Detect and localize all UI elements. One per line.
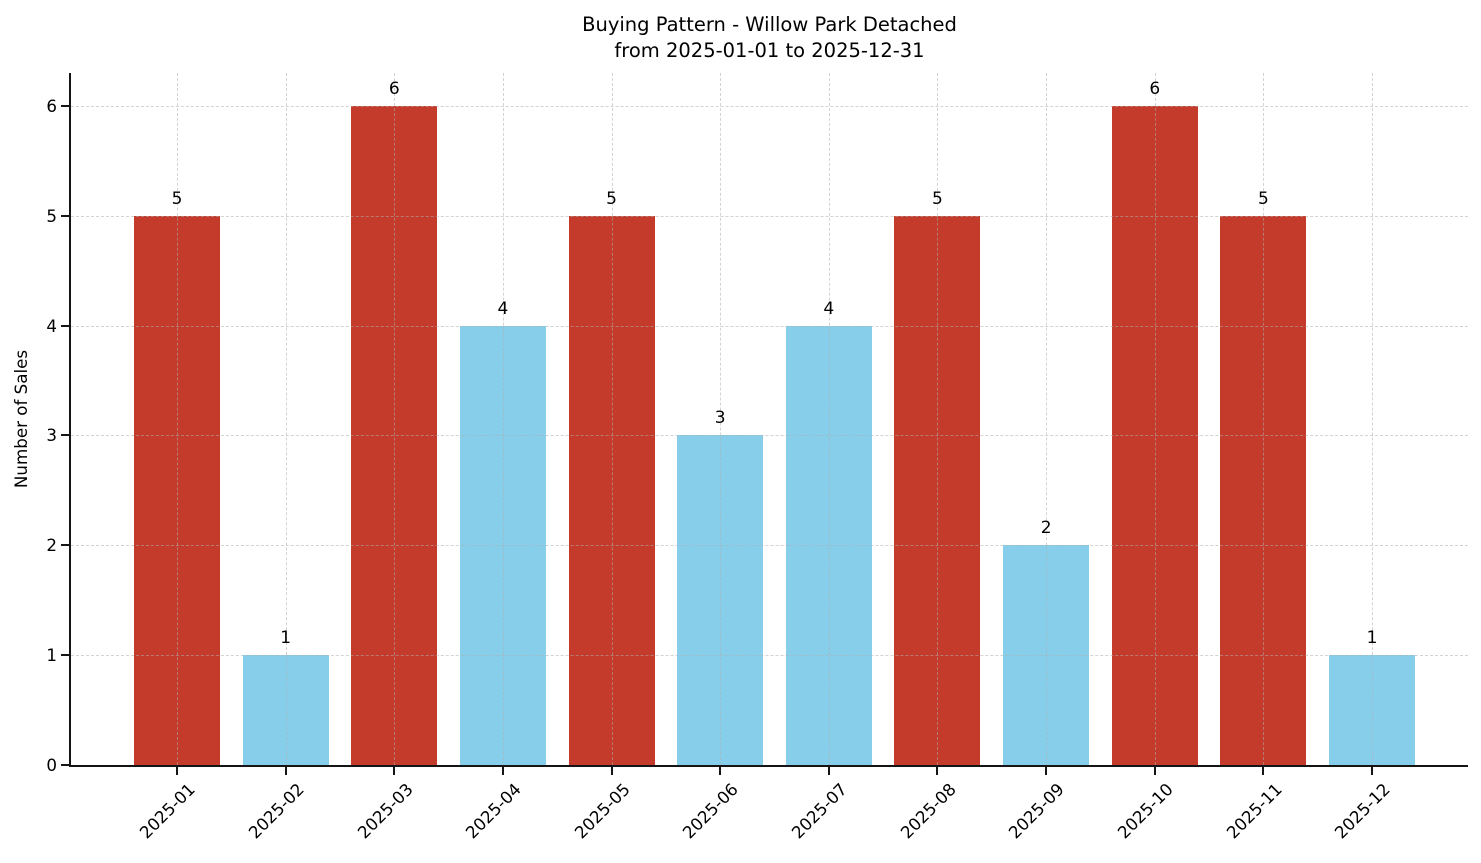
bar-value-label-2025-03: 6 [388, 78, 400, 99]
chart-title: Buying Pattern - Willow Park Detached fr… [71, 12, 1468, 64]
x-tick [936, 767, 939, 775]
gridline-h [71, 545, 1468, 547]
gridline-h [71, 215, 1468, 217]
x-tick [719, 767, 722, 775]
y-tick-label-1: 1 [46, 645, 57, 666]
y-tick [61, 324, 69, 327]
x-tick [393, 767, 396, 775]
x-tick-label-2025-11: 2025-11 [1222, 779, 1286, 843]
y-tick [61, 654, 69, 657]
x-tick-label-2025-04: 2025-04 [461, 779, 526, 843]
y-tick-label-5: 5 [46, 205, 57, 226]
gridline-v [177, 73, 178, 765]
bar-value-label-2025-10: 6 [1149, 78, 1161, 99]
y-axis-spine [69, 73, 71, 767]
x-tick-label-2025-07: 2025-07 [787, 779, 851, 843]
bar-value-label-2025-12: 1 [1366, 628, 1378, 649]
bar-value-label-2025-04: 4 [497, 298, 509, 319]
x-tick-label-2025-06: 2025-06 [678, 779, 743, 843]
gridline-v [828, 73, 830, 765]
bar-value-label-2025-07: 4 [823, 298, 835, 319]
x-tick [1262, 767, 1265, 775]
x-tick [284, 767, 287, 775]
gridline-v [611, 73, 613, 765]
gridline-h [71, 655, 1468, 657]
gridline-v [394, 73, 396, 765]
gridline-h [71, 105, 1468, 107]
gridline-v [1154, 73, 1156, 765]
x-tick-label-2025-10: 2025-10 [1113, 779, 1177, 843]
x-tick-label-2025-03: 2025-03 [352, 779, 417, 843]
gridline-v [1263, 73, 1265, 765]
bar-value-label-2025-09: 2 [1040, 518, 1052, 539]
x-tick [176, 767, 178, 775]
y-tick [61, 544, 69, 547]
gridline-v [1372, 73, 1374, 765]
x-tick-label-2025-09: 2025-09 [1004, 779, 1069, 843]
bar-value-label-2025-08: 5 [932, 188, 943, 209]
bar-value-label-2025-06: 3 [714, 408, 726, 429]
x-tick-label-2025-02: 2025-02 [244, 779, 308, 843]
gridline-h [71, 325, 1468, 327]
x-tick [501, 767, 504, 775]
x-tick-label-2025-01: 2025-01 [135, 779, 200, 843]
bar-value-label-2025-02: 1 [280, 628, 292, 649]
gridline-h [71, 435, 1468, 437]
x-tick-label-2025-12: 2025-12 [1330, 779, 1395, 843]
y-tick [61, 104, 69, 107]
x-tick [827, 767, 830, 775]
y-tick [61, 434, 69, 437]
x-tick [1371, 767, 1374, 775]
y-tick-label-3: 3 [46, 425, 57, 446]
gridline-v [502, 73, 504, 765]
x-tick [1153, 767, 1156, 775]
x-axis-spine [69, 765, 1468, 767]
gridline-v [937, 73, 939, 765]
bar-value-label-2025-01: 5 [171, 188, 183, 209]
x-tick [1045, 767, 1048, 775]
x-tick-label-2025-05: 2025-05 [570, 779, 634, 843]
y-tick-label-2: 2 [46, 535, 57, 556]
chart-title-line1: Buying Pattern - Willow Park Detached [582, 13, 957, 36]
y-tick [61, 764, 69, 766]
gridline-v [720, 73, 722, 765]
y-tick [61, 214, 69, 217]
x-tick [610, 767, 613, 775]
y-tick-label-6: 6 [46, 95, 57, 116]
gridline-v [1046, 73, 1048, 765]
y-tick-label-4: 4 [46, 315, 57, 336]
gridline-v [285, 73, 287, 765]
chart-title-line2: from 2025-01-01 to 2025-12-31 [614, 39, 925, 62]
bar-value-label-2025-11: 5 [1257, 188, 1269, 209]
x-tick-label-2025-08: 2025-08 [896, 779, 960, 843]
y-tick-label-0: 0 [46, 755, 57, 775]
bar-value-label-2025-05: 5 [606, 188, 617, 209]
